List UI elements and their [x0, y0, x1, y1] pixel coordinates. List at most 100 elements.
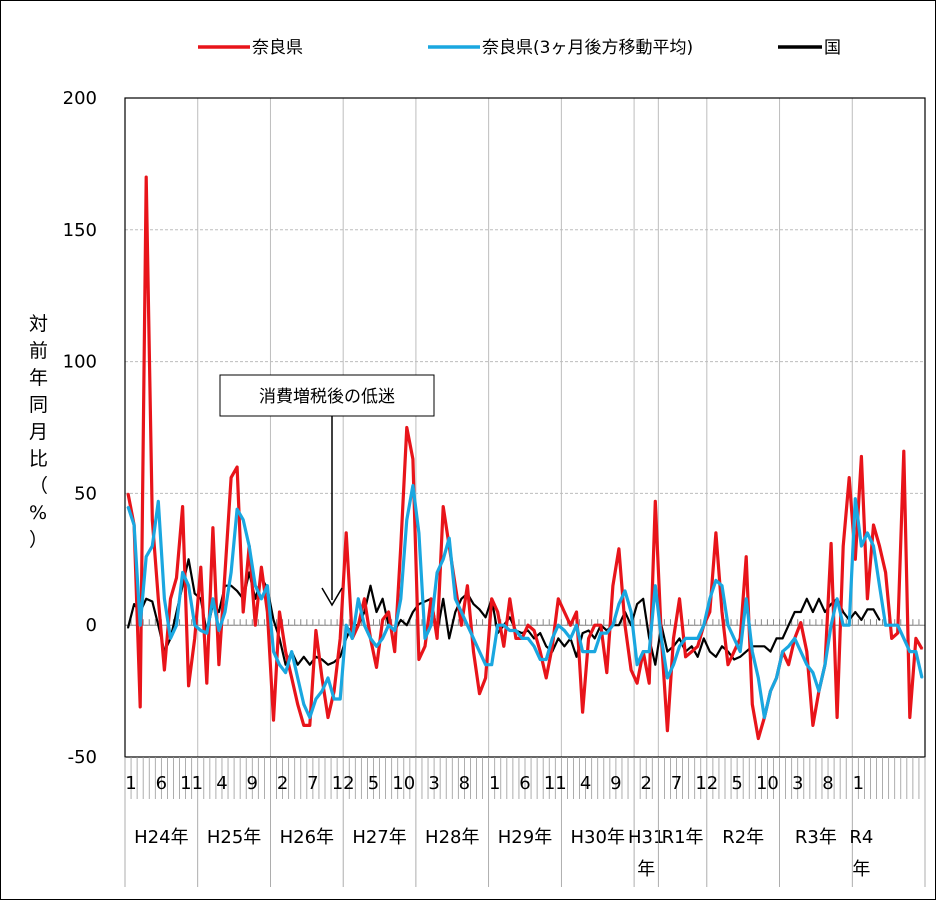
data-point-1: [436, 571, 438, 574]
year-label: H31: [628, 827, 664, 848]
data-point-1: [818, 690, 820, 692]
data-point-0: [866, 598, 869, 600]
data-point-2: [709, 650, 711, 653]
data-point-0: [509, 598, 511, 600]
data-point-1: [418, 532, 420, 534]
data-point-1: [624, 590, 626, 592]
data-point-2: [818, 598, 820, 600]
data-point-0: [406, 426, 408, 429]
data-point-1: [302, 703, 305, 706]
month-tick-label: 12: [332, 773, 355, 794]
data-point-0: [296, 703, 299, 706]
data-point-2: [527, 629, 529, 632]
data-point-2: [157, 624, 160, 626]
data-point-0: [315, 629, 317, 632]
data-point-0: [896, 632, 899, 634]
month-tick-label: 7: [307, 773, 318, 794]
data-point-1: [787, 645, 790, 648]
data-point-0: [575, 611, 578, 613]
data-point-1: [660, 637, 663, 640]
data-point-1: [254, 584, 257, 587]
data-point-2: [878, 619, 881, 621]
data-point-2: [860, 619, 863, 621]
data-point-0: [606, 671, 608, 674]
year-label: H27年: [352, 827, 406, 848]
data-point-1: [333, 698, 335, 700]
data-point-0: [436, 637, 438, 640]
data-point-1: [345, 624, 348, 626]
data-point-2: [563, 645, 566, 648]
year-label: R1年: [662, 827, 704, 848]
data-point-2: [793, 611, 796, 613]
y-tick-label: -50: [68, 747, 97, 768]
annotation-label: 消費増税後の低迷: [259, 387, 395, 407]
data-point-2: [484, 616, 487, 619]
data-point-1: [163, 598, 166, 600]
data-point-0: [884, 571, 887, 574]
data-point-1: [539, 658, 541, 661]
data-point-2: [309, 663, 311, 666]
data-point-1: [909, 650, 911, 653]
data-point-1: [212, 598, 214, 600]
data-point-2: [799, 611, 802, 613]
data-point-1: [672, 663, 675, 666]
month-tick-label: 9: [247, 773, 258, 794]
data-point-1: [327, 677, 329, 679]
data-point-1: [375, 645, 378, 648]
data-point-0: [902, 450, 905, 453]
data-point-1: [484, 663, 487, 666]
data-point-2: [333, 661, 335, 663]
data-point-2: [787, 624, 790, 626]
data-point-1: [309, 716, 311, 719]
data-point-1: [424, 637, 426, 640]
data-point-0: [563, 611, 566, 613]
data-point-1: [472, 637, 475, 640]
data-point-0: [345, 532, 348, 534]
month-tick-label: 1: [853, 773, 864, 794]
data-point-0: [533, 629, 535, 632]
year-label: R3年: [795, 827, 837, 848]
y-tick-label: 0: [86, 615, 97, 636]
data-point-0: [672, 637, 675, 640]
data-point-1: [563, 629, 566, 632]
data-point-0: [539, 650, 541, 653]
annotation: 消費増税後の低迷: [219, 374, 435, 607]
data-point-0: [387, 611, 390, 613]
data-point-0: [412, 458, 414, 460]
data-point-2: [733, 658, 735, 661]
data-point-2: [539, 632, 541, 634]
series-line-1: [126, 483, 924, 720]
data-point-1: [151, 545, 154, 547]
data-point-2: [739, 656, 741, 658]
data-point-1: [581, 650, 584, 653]
data-point-1: [175, 624, 178, 626]
data-point-0: [854, 558, 857, 561]
data-point-2: [757, 645, 760, 648]
data-point-1: [824, 663, 826, 666]
data-point-1: [806, 663, 808, 666]
data-point-0: [696, 645, 699, 648]
data-point-0: [733, 650, 735, 653]
month-tick-label: 10: [756, 773, 779, 794]
data-point-2: [575, 656, 578, 658]
data-point-0: [587, 637, 590, 640]
y-axis-title: 対前年同月比（%）: [29, 313, 48, 551]
legend-label: 国: [824, 38, 841, 58]
data-point-2: [187, 558, 190, 561]
data-point-1: [490, 663, 493, 666]
data-point-1: [502, 624, 505, 626]
data-point-1: [793, 637, 796, 640]
data-point-2: [587, 629, 590, 632]
data-point-1: [715, 579, 717, 582]
data-point-2: [284, 663, 287, 666]
data-point-1: [684, 637, 687, 640]
data-point-0: [163, 669, 166, 671]
data-point-2: [151, 600, 154, 603]
month-tick-label: 8: [822, 773, 833, 794]
month-tick-label: 2: [277, 773, 288, 794]
data-point-1: [739, 650, 741, 653]
data-point-1: [890, 624, 893, 626]
month-tick-label: 3: [792, 773, 803, 794]
